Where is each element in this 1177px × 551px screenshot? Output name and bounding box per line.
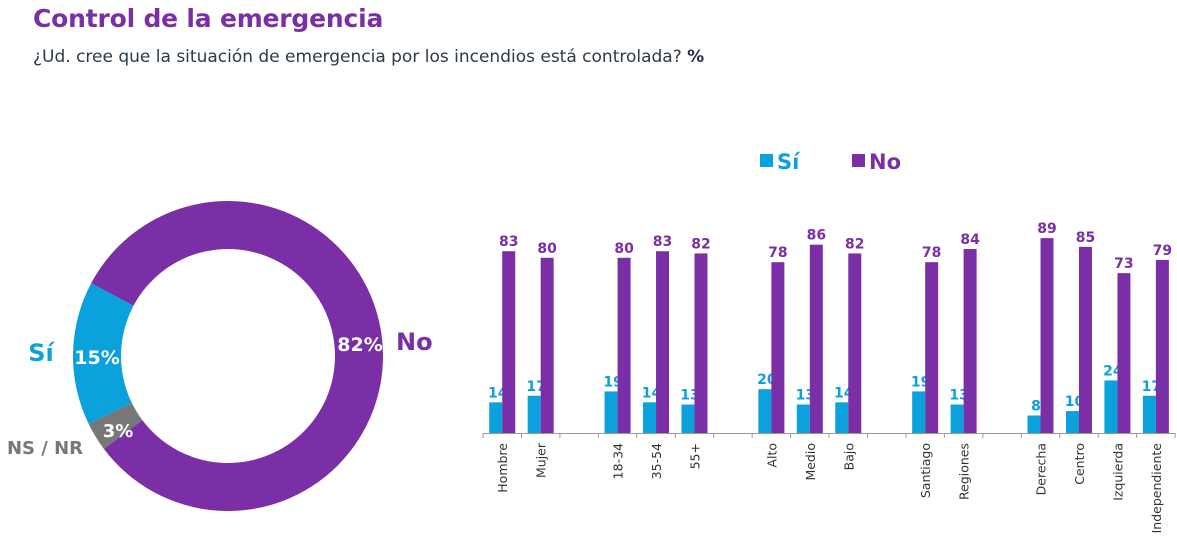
- donut-chart: 82% No 15% Sí 3% NS / NR: [7, 201, 433, 511]
- bar-si-mujer: [527, 395, 541, 433]
- x-tick-label: Independiente: [1149, 443, 1164, 534]
- bar-si-medio: [796, 404, 810, 433]
- legend-label-no: No: [869, 150, 901, 174]
- data-label-no: 83: [499, 234, 518, 250]
- bar-si-centro: [1065, 411, 1079, 433]
- bar-no-derecha: [1040, 238, 1054, 433]
- x-tick-label: Derecha: [1034, 443, 1049, 495]
- x-tick-label: Hombre: [495, 443, 510, 493]
- bar-no-alto: [771, 262, 785, 433]
- x-tick-label: 55+: [687, 443, 702, 469]
- question-text: ¿Ud. cree que la situación de emergencia…: [33, 47, 704, 67]
- legend-swatch-si: [760, 154, 773, 167]
- data-label-no: 89: [1037, 221, 1056, 237]
- bar-no-centro: [1078, 246, 1092, 433]
- x-tick-label: Bajo: [841, 443, 856, 470]
- donut-value-label: 3%: [103, 421, 134, 442]
- bar-no-bajo: [848, 253, 862, 433]
- data-label-no: 83: [653, 234, 672, 250]
- x-tick-label: Regiones: [957, 443, 972, 500]
- x-tick-label: Medio: [803, 443, 818, 481]
- x-tick-label: Centro: [1072, 443, 1087, 485]
- data-label-si: 8: [1031, 398, 1041, 414]
- legend-swatch-no: [852, 154, 865, 167]
- data-label-no: 84: [960, 232, 980, 248]
- legend-label-si: Sí: [777, 150, 801, 174]
- x-tick-label: Santiago: [918, 443, 933, 498]
- bar-si-derecha: [1027, 415, 1041, 433]
- donut-category-label: Sí: [28, 339, 55, 367]
- data-label-no: 79: [1153, 243, 1172, 259]
- donut-slice-si: [72, 283, 134, 424]
- data-label-no: 80: [537, 241, 557, 257]
- x-tick-label: Alto: [764, 443, 779, 468]
- unit-label: %: [687, 47, 705, 67]
- bar-no-independiente: [1155, 259, 1169, 433]
- donut-slice-no: [91, 201, 383, 511]
- bar-no-izquierda: [1117, 273, 1131, 433]
- data-label-no: 78: [768, 245, 787, 261]
- bar-no-55: [694, 253, 708, 433]
- donut-category-label: No: [396, 328, 433, 356]
- data-label-no: 73: [1114, 256, 1133, 272]
- bar-si-35-54: [643, 402, 657, 433]
- data-label-no: 80: [614, 241, 634, 257]
- donut-value-label: 15%: [74, 347, 119, 369]
- bar-si-hombre: [489, 402, 503, 433]
- bar-no-santiago: [925, 262, 939, 433]
- data-label-no: 82: [691, 236, 710, 252]
- data-label-no: 78: [922, 245, 941, 261]
- x-tick-label: Izquierda: [1110, 443, 1125, 501]
- donut-slice-ns-nr: [88, 402, 143, 449]
- bar-chart: 1483Hombre1780Mujer198018-34148335-54138…: [482, 221, 1176, 534]
- bar-legend: Sí No: [760, 150, 901, 174]
- x-tick-label: 35-54: [649, 443, 664, 479]
- data-label-no: 86: [807, 228, 826, 244]
- question-label: ¿Ud. cree que la situación de emergencia…: [33, 47, 682, 67]
- bar-si-55: [681, 404, 695, 433]
- x-tick-label: Mujer: [534, 442, 549, 478]
- data-label-no: 82: [845, 236, 864, 252]
- bar-si-18-34: [604, 391, 618, 433]
- page-title: Control de la emergencia: [33, 4, 384, 33]
- bar-no-18-34: [617, 257, 631, 433]
- bar-si-santiago: [912, 391, 926, 433]
- bar-si-bajo: [835, 402, 849, 433]
- bar-no-mujer: [540, 257, 554, 433]
- bar-no-35-54: [656, 251, 670, 433]
- bar-si-izquierda: [1104, 380, 1118, 433]
- bar-si-independiente: [1142, 395, 1156, 433]
- x-tick-label: 18-34: [611, 443, 626, 479]
- bar-si-alto: [758, 389, 772, 433]
- bar-no-medio: [809, 244, 823, 433]
- bar-no-regiones: [963, 249, 977, 433]
- bar-no-hombre: [502, 251, 516, 433]
- donut-category-label: NS / NR: [7, 438, 83, 459]
- bar-si-regiones: [950, 404, 964, 433]
- donut-value-label: 82%: [337, 334, 382, 356]
- data-label-no: 85: [1076, 230, 1095, 246]
